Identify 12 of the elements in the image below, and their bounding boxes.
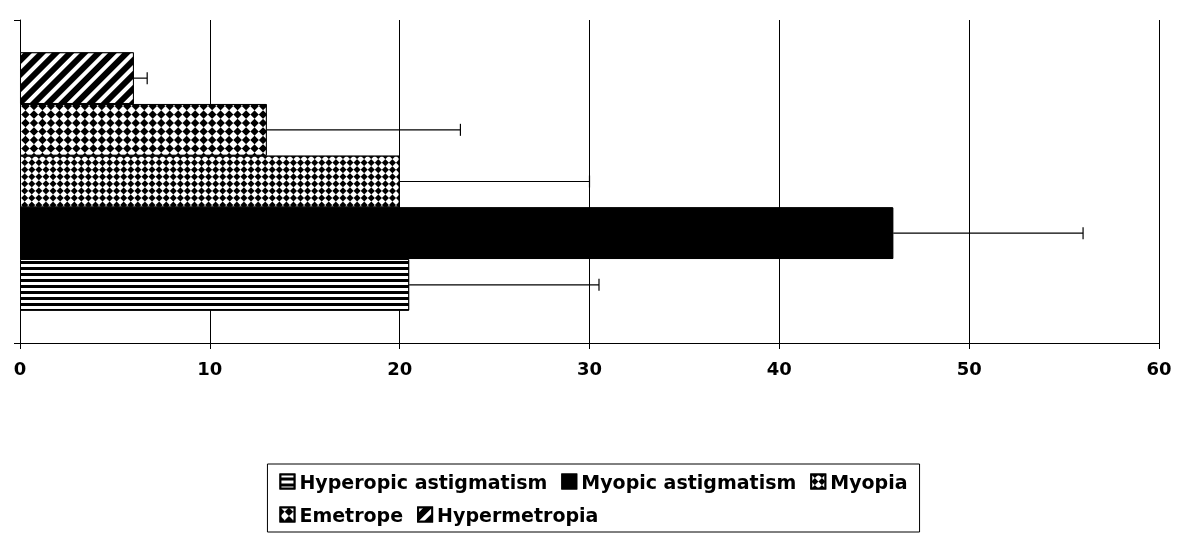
x-tick-label: 10 <box>197 357 223 379</box>
legend-label: Hypermetropia <box>437 503 599 526</box>
legend-label: Myopic astigmatism <box>581 470 797 493</box>
legend-label: Emetrope <box>299 503 404 526</box>
x-tick-label: 60 <box>1146 357 1172 379</box>
legend-label: Myopia <box>830 470 908 493</box>
x-tick-label: 30 <box>576 357 603 379</box>
x-tick-label: 20 <box>387 357 413 379</box>
x-tick-label: 40 <box>766 357 792 379</box>
legend-label: Hyperopic astigmatism <box>299 470 548 493</box>
x-tick-label: 0 <box>13 357 27 379</box>
x-tick-label: 50 <box>956 357 982 379</box>
